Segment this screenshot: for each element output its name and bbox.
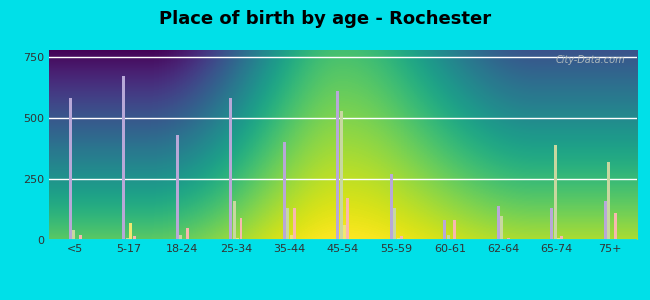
Bar <box>179 235 182 240</box>
Bar <box>396 238 400 240</box>
Bar <box>229 98 232 240</box>
Bar <box>507 238 510 240</box>
Bar <box>236 238 239 240</box>
Bar <box>336 91 339 240</box>
Bar <box>500 216 503 240</box>
Bar <box>610 239 614 240</box>
Bar <box>343 225 346 240</box>
Bar <box>557 238 560 240</box>
Bar <box>450 239 453 240</box>
Bar <box>447 235 450 240</box>
Bar <box>293 208 296 240</box>
Bar <box>129 223 132 240</box>
Bar <box>133 236 135 240</box>
Bar <box>497 206 500 240</box>
Bar <box>614 213 617 240</box>
Bar <box>186 228 189 240</box>
Bar <box>183 239 186 240</box>
Bar <box>443 220 447 240</box>
Bar <box>79 235 82 240</box>
Bar <box>551 208 553 240</box>
Bar <box>393 208 396 240</box>
Bar <box>75 239 79 240</box>
Bar <box>454 220 456 240</box>
Bar <box>283 142 286 240</box>
Text: City-Data.com: City-Data.com <box>556 55 625 65</box>
Bar <box>604 201 606 240</box>
Bar <box>560 236 564 240</box>
Bar <box>400 236 403 240</box>
Bar <box>69 98 72 240</box>
Bar <box>346 199 350 240</box>
Bar <box>122 76 125 240</box>
Text: Place of birth by age - Rochester: Place of birth by age - Rochester <box>159 11 491 28</box>
Bar <box>504 239 506 240</box>
Bar <box>239 218 242 240</box>
Bar <box>176 135 179 240</box>
Bar <box>390 174 393 240</box>
Bar <box>72 230 75 240</box>
Bar <box>607 162 610 240</box>
Bar <box>554 145 556 240</box>
Bar <box>233 201 236 240</box>
Bar <box>340 111 343 240</box>
Bar <box>286 208 289 240</box>
Bar <box>126 238 129 240</box>
Bar <box>290 235 292 240</box>
